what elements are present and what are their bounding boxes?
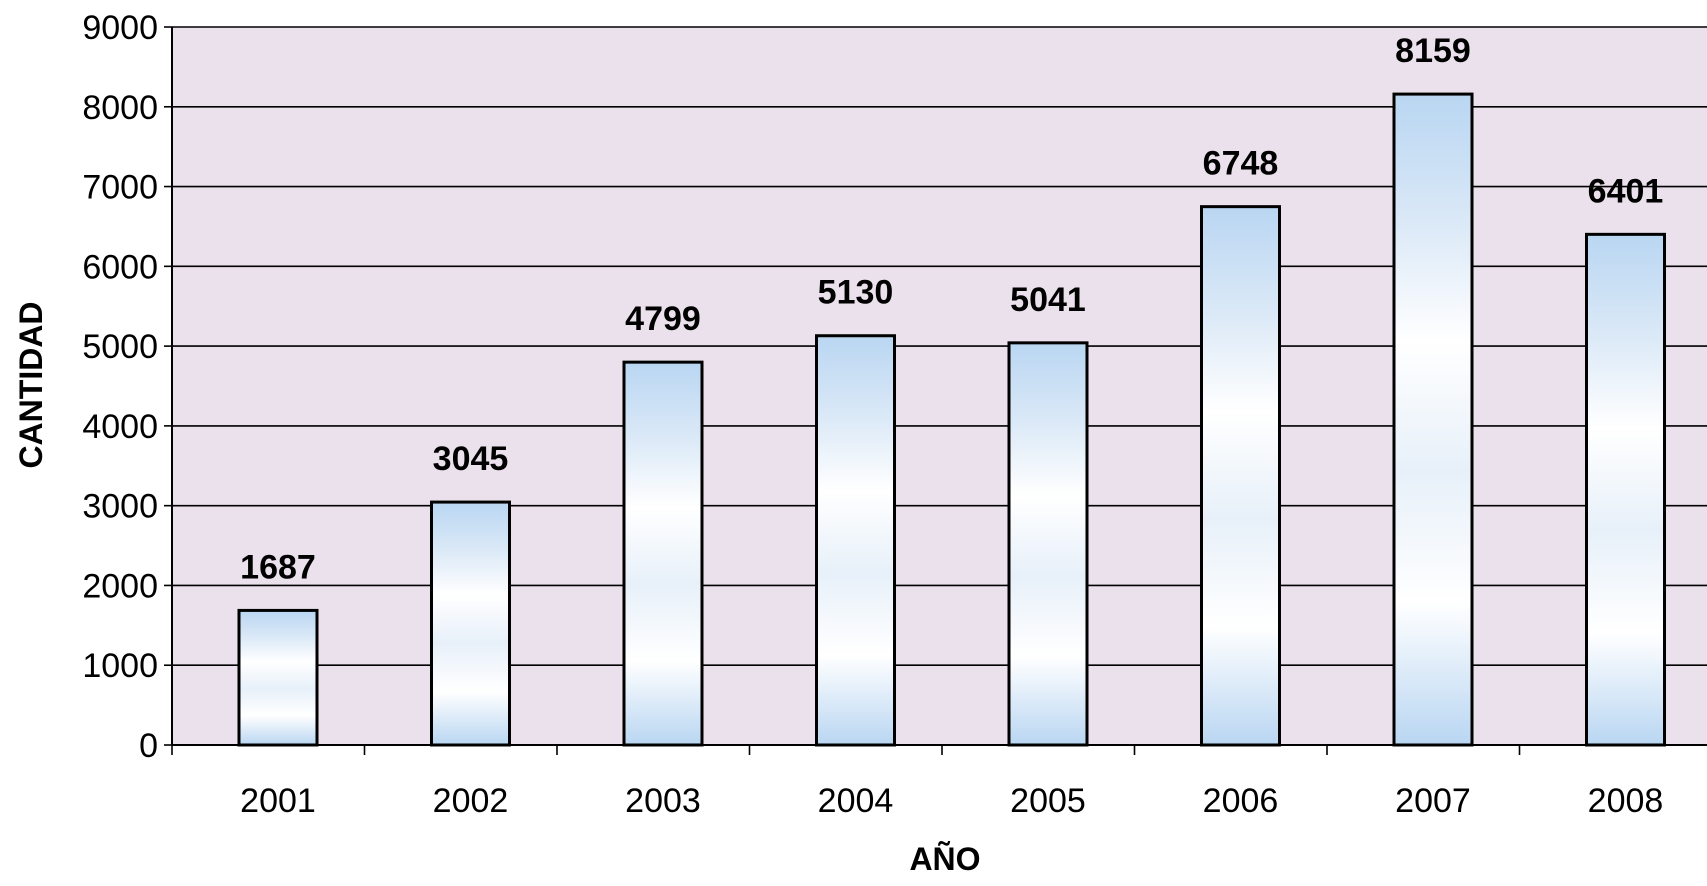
data-label: 3045: [433, 440, 509, 478]
axes: [164, 26, 1707, 755]
bar: [1585, 232, 1666, 747]
x-tick-label: 2003: [625, 782, 701, 820]
gridlines: [172, 26, 1707, 667]
y-tick-label: 4000: [82, 408, 158, 446]
y-tick-label: 8000: [82, 89, 158, 127]
x-tick-label: 2001: [240, 782, 316, 820]
bar: [1007, 341, 1089, 747]
x-axis-title: AÑO: [909, 841, 980, 877]
y-tick-label: 9000: [82, 9, 158, 47]
bar: [237, 608, 319, 747]
x-tick-label: 2008: [1588, 782, 1664, 820]
y-tick-label: 3000: [82, 488, 158, 526]
data-label: 5041: [1010, 281, 1086, 319]
bar: [622, 360, 704, 747]
bar: [1392, 92, 1474, 747]
bar: [430, 500, 511, 747]
y-tick-label: 2000: [82, 567, 158, 605]
y-tick-label: 1000: [82, 647, 158, 685]
y-tick-label: 6000: [82, 248, 158, 286]
x-tick-label: 2005: [1010, 782, 1086, 820]
data-label: 5130: [818, 274, 894, 312]
data-label: 8159: [1395, 32, 1471, 70]
data-label: 4799: [625, 300, 701, 338]
y-tick-label: 7000: [82, 169, 158, 207]
bar: [1200, 205, 1281, 747]
y-axis-title: CANTIDAD: [13, 301, 49, 468]
x-tick-label: 2004: [818, 782, 894, 820]
y-tick-label: 5000: [82, 328, 158, 366]
y-tick-label: 0: [139, 727, 158, 765]
x-tick-label: 2007: [1395, 782, 1471, 820]
data-label: 6748: [1203, 145, 1279, 183]
bars: [237, 92, 1666, 747]
plot-area: [172, 27, 1707, 745]
x-tick-label: 2002: [433, 782, 509, 820]
labels: 0 1000 2000 3000 4000 5000 6000 7000 8000 9000 168…: [82, 9, 1663, 820]
bar: [815, 334, 896, 747]
data-label: 1687: [240, 548, 316, 586]
data-label: 6401: [1588, 172, 1664, 210]
x-tick-label: 2006: [1203, 782, 1279, 820]
